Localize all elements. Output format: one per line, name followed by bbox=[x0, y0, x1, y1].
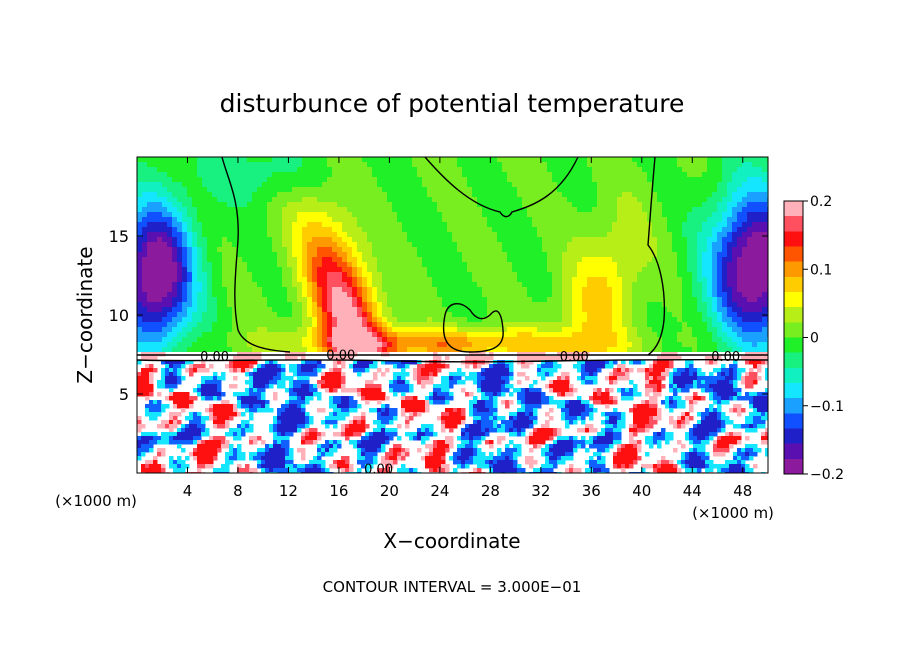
y-tick-label: 15 bbox=[109, 227, 129, 246]
contour-labels: 0.00 0.00 0.00 0.00 0.00 bbox=[200, 349, 740, 477]
y-tick-label: 10 bbox=[109, 306, 129, 325]
x-tick-label: 48 bbox=[733, 482, 752, 500]
contour-value-label: 0.00 bbox=[364, 462, 393, 477]
x-axis-label: X−coordinate bbox=[383, 529, 520, 553]
x-axis: 4 8 12 16 20 24 28 32 36 40 44 48 bbox=[183, 157, 752, 500]
colorbar-tick-label: 0 bbox=[810, 331, 819, 347]
contour-interval-note: CONTOUR INTERVAL = 3.000E−01 bbox=[323, 578, 582, 596]
x-unit-right: (×1000 m) bbox=[692, 504, 774, 522]
y-axis-label: Z−coordinate bbox=[73, 246, 97, 383]
colorbar-tick-label: −0.2 bbox=[810, 467, 844, 483]
x-tick-label: 24 bbox=[430, 482, 449, 500]
x-tick-label: 8 bbox=[233, 482, 243, 500]
y-axis: 5 10 15 bbox=[109, 227, 768, 404]
x-tick-label: 4 bbox=[183, 482, 193, 500]
x-tick-label: 16 bbox=[329, 482, 348, 500]
x-tick-label: 32 bbox=[531, 482, 550, 500]
zero-contour-left bbox=[221, 157, 291, 353]
turbulent-layer bbox=[137, 352, 768, 473]
contour-value-label: 0.00 bbox=[326, 349, 355, 364]
contour-value-label: 0.00 bbox=[560, 350, 589, 365]
y-tick-label: 5 bbox=[119, 385, 129, 404]
x-unit-left: (×1000 m) bbox=[55, 492, 137, 510]
contour-value-label: 0.00 bbox=[200, 350, 229, 365]
zero-contour-blob bbox=[443, 303, 504, 353]
colorbar-tick-label: 0.2 bbox=[810, 194, 832, 210]
zero-contour-right bbox=[647, 157, 666, 356]
x-tick-label: 28 bbox=[481, 482, 500, 500]
contour-layer-mid bbox=[137, 358, 768, 363]
colorbar-tick-label: 0.1 bbox=[810, 262, 832, 278]
x-tick-label: 12 bbox=[279, 482, 298, 500]
contour-lines bbox=[137, 157, 768, 363]
chart-title: disturbunce of potential temperature bbox=[220, 89, 685, 118]
temperature-field bbox=[137, 157, 768, 353]
x-tick-label: 40 bbox=[632, 482, 651, 500]
colorbar-ticks: −0.2 −0.1 0 0.1 0.2 bbox=[803, 194, 844, 483]
x-tick-label: 36 bbox=[582, 482, 601, 500]
colorbar-tick-label: −0.1 bbox=[810, 399, 844, 415]
zero-contour-center bbox=[424, 157, 579, 218]
x-tick-label: 44 bbox=[683, 482, 702, 500]
contour-value-label: 0.00 bbox=[711, 350, 740, 365]
colorbar: −0.2 −0.1 0 0.1 0.2 bbox=[783, 194, 844, 483]
x-tick-label: 20 bbox=[380, 482, 399, 500]
plot-area: 0.00 0.00 0.00 0.00 0.00 bbox=[137, 157, 768, 477]
colorbar-fill bbox=[784, 201, 803, 474]
